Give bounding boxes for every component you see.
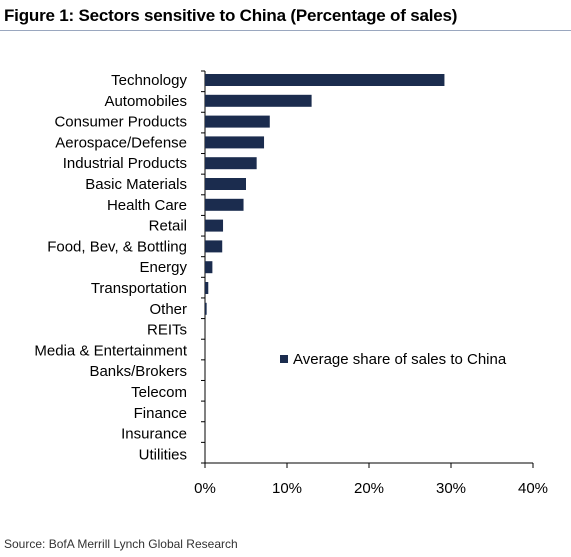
category-labels: Technology Automobiles Consumer Products Ae… bbox=[34, 72, 187, 463]
category-label: Transportation bbox=[91, 280, 187, 297]
category-label: Banks/Brokers bbox=[89, 363, 187, 380]
bar bbox=[205, 136, 265, 149]
chart-axes bbox=[201, 70, 534, 468]
legend-label: Average share of sales to China bbox=[293, 351, 507, 368]
bar bbox=[205, 157, 257, 170]
bar bbox=[205, 74, 445, 86]
category-label: Media & Entertainment bbox=[34, 342, 187, 359]
category-label: Health Care bbox=[107, 197, 187, 214]
category-label: Telecom bbox=[131, 384, 187, 401]
category-label: Insurance bbox=[121, 426, 187, 443]
page-title: Figure 1: Sectors sensitive to China (Pe… bbox=[4, 6, 458, 25]
category-label: Finance bbox=[134, 405, 187, 422]
chart-bars bbox=[205, 74, 445, 315]
bar bbox=[205, 282, 209, 294]
category-label: Technology bbox=[111, 72, 187, 89]
x-tick-labels: 0% 10% 20% 30% 40% bbox=[194, 480, 548, 497]
x-tick-label: 40% bbox=[518, 480, 548, 497]
source-note: Source: BofA Merrill Lynch Global Resear… bbox=[4, 537, 238, 551]
category-label: Consumer Products bbox=[54, 114, 187, 131]
category-label: Utilities bbox=[139, 446, 187, 463]
category-label: Other bbox=[149, 301, 187, 318]
category-label: Retail bbox=[149, 218, 187, 235]
category-label: Basic Materials bbox=[85, 176, 187, 193]
category-label: Energy bbox=[139, 259, 187, 276]
chart-legend: Average share of sales to China bbox=[280, 351, 507, 368]
title-divider bbox=[0, 30, 571, 31]
bar bbox=[205, 198, 244, 211]
x-tick-label: 10% bbox=[272, 480, 302, 497]
bar bbox=[205, 240, 223, 253]
bar bbox=[205, 302, 207, 315]
bar bbox=[205, 115, 270, 128]
bar bbox=[205, 219, 224, 232]
category-label: Industrial Products bbox=[63, 155, 187, 172]
category-label: REITs bbox=[147, 322, 187, 339]
bar bbox=[205, 178, 246, 190]
category-label: Automobiles bbox=[104, 93, 187, 110]
x-tick-label: 0% bbox=[194, 480, 216, 497]
x-tick-label: 20% bbox=[354, 480, 384, 497]
bar bbox=[205, 94, 312, 107]
bar bbox=[205, 261, 213, 274]
x-tick-label: 30% bbox=[436, 480, 466, 497]
legend-swatch bbox=[280, 355, 288, 363]
category-label: Food, Bev, & Bottling bbox=[47, 238, 187, 255]
category-label: Aerospace/Defense bbox=[55, 134, 187, 151]
